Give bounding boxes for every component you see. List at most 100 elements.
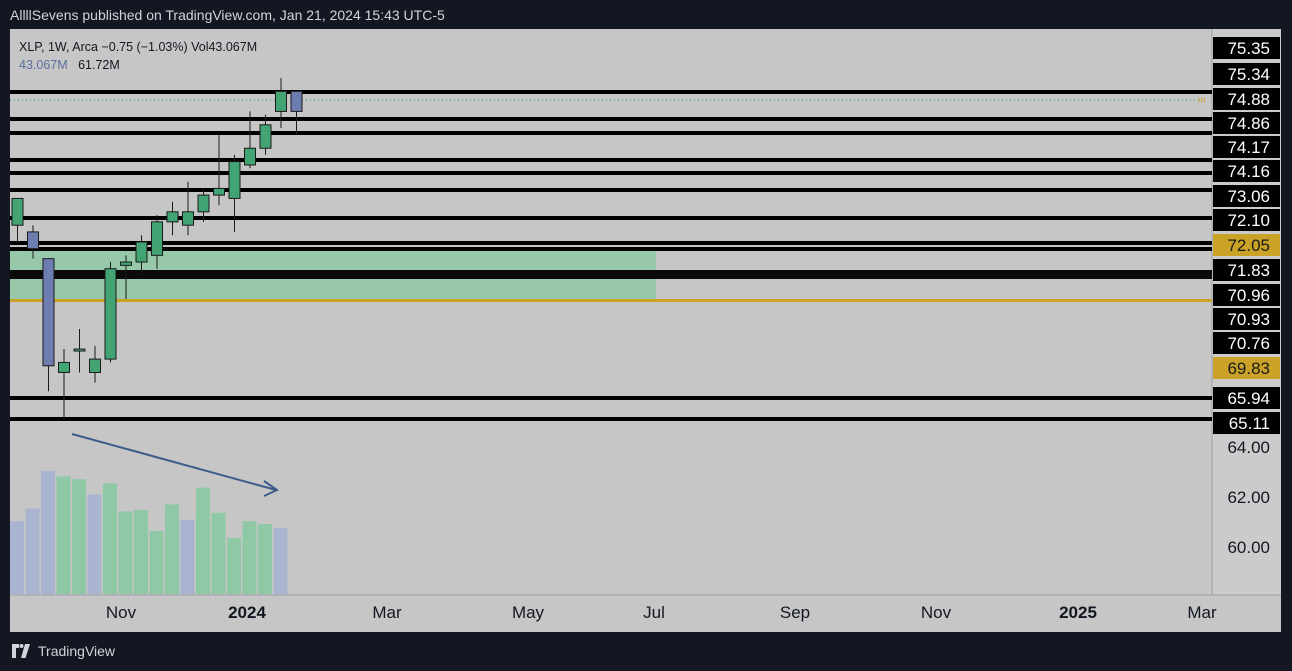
time-axis-label: Nov	[106, 603, 137, 622]
candle	[244, 111, 256, 169]
line-marker-m: m	[1198, 95, 1206, 105]
candle	[120, 255, 132, 299]
price-label-tag	[1213, 332, 1280, 354]
volume-bar	[87, 494, 102, 594]
volume-bar	[10, 521, 24, 594]
level-line	[10, 158, 1212, 162]
volume-scale-label: 64.00	[1227, 438, 1270, 457]
chart-legend: XLP, 1W, Arca −0.75 (−1.03%) Vol43.067M …	[19, 38, 257, 74]
volume-bar	[118, 511, 133, 594]
price-label: 72.05	[1227, 236, 1270, 255]
candle-body	[275, 90, 287, 112]
volume-bar	[196, 487, 210, 594]
legend-symbol-line: XLP, 1W, Arca −0.75 (−1.03%) Vol43.067M	[19, 40, 258, 54]
candle-body	[290, 90, 303, 112]
candle	[166, 201, 179, 236]
time-axis-label: 2025	[1059, 603, 1097, 622]
price-label: 72.10	[1227, 211, 1270, 230]
footer-branding: TradingView	[10, 643, 115, 659]
volume-bar	[242, 521, 257, 594]
price-label: 70.76	[1227, 334, 1270, 353]
candle	[275, 77, 287, 129]
price-label: 75.35	[1227, 39, 1270, 58]
trend-arrow-head	[263, 480, 280, 497]
legend-volume-line: 43.067M 61.72M	[19, 56, 257, 74]
volume-bar	[165, 504, 179, 594]
candle	[89, 345, 101, 383]
volume-bar	[41, 470, 55, 594]
level-line	[10, 396, 1212, 400]
chart-pane[interactable]: m 75.35 75.34 74.88 74.86 74.17 74.16 73.06 72.1…	[10, 29, 1281, 632]
price-label-tag	[1213, 357, 1280, 379]
legend-volume-average: 61.72M	[78, 58, 120, 72]
gold-level-line	[10, 299, 1212, 302]
price-label-tag	[1213, 412, 1280, 434]
candle	[58, 349, 70, 419]
level-line	[10, 131, 1212, 135]
candle	[73, 328, 86, 373]
volume-scale-label: 62.00	[1227, 488, 1270, 507]
candle-body	[213, 187, 225, 196]
price-label-tag	[1213, 112, 1280, 134]
volume-scale-label: 60.00	[1227, 538, 1270, 557]
price-label: 74.17	[1227, 138, 1270, 157]
volume-bar	[180, 519, 195, 594]
price-label: 74.16	[1227, 162, 1270, 181]
thick-level-band	[10, 270, 1212, 279]
volume-bar	[258, 524, 272, 594]
price-label-tag	[1213, 185, 1280, 207]
candle	[213, 134, 225, 206]
level-line	[10, 216, 1212, 220]
price-label-tag	[1213, 37, 1280, 59]
time-axis-label: 2024	[228, 603, 266, 622]
candle-body	[182, 211, 194, 226]
candle	[182, 181, 194, 236]
candle-body	[197, 194, 210, 213]
price-label: 65.94	[1227, 389, 1270, 408]
legend-volume-current: 43.067M	[19, 58, 68, 72]
volume-bar	[211, 512, 226, 594]
candle-body	[151, 221, 163, 256]
volume-bar	[25, 508, 40, 594]
level-line	[10, 90, 1212, 94]
candle	[197, 188, 210, 222]
publish-header: AllllSevens published on TradingView.com…	[10, 7, 445, 23]
candle-body	[244, 147, 256, 166]
candle-body	[42, 258, 55, 367]
time-axis-label: Sep	[780, 603, 810, 622]
volume-bar	[149, 531, 164, 594]
level-line	[10, 171, 1212, 175]
candle	[104, 262, 117, 363]
candle	[42, 258, 55, 392]
price-label-tag	[1213, 284, 1280, 306]
level-line	[10, 117, 1212, 121]
price-label: 74.88	[1227, 90, 1270, 109]
price-label: 71.83	[1227, 261, 1270, 280]
publish-line: AllllSevens published on TradingView.com…	[10, 7, 445, 23]
footer-brand-text: TradingView	[38, 643, 116, 659]
volume-bar	[103, 483, 117, 594]
price-label: 70.96	[1227, 286, 1270, 305]
time-axis-label: May	[512, 603, 545, 622]
time-axis-label: Nov	[921, 603, 952, 622]
candle-body	[104, 268, 117, 360]
chart-canvas[interactable]: m 75.35 75.34 74.88 74.86 74.17 74.16 73.06 72.1…	[10, 29, 1281, 632]
candle-body	[11, 197, 24, 226]
price-label-tag	[1213, 259, 1280, 281]
candle	[135, 235, 148, 276]
tradingview-logo-icon	[12, 644, 30, 658]
level-line	[10, 241, 1212, 245]
price-label: 73.06	[1227, 187, 1270, 206]
level-line	[10, 247, 1212, 251]
price-label-tag	[1213, 160, 1280, 182]
price-label-tag	[1213, 209, 1280, 231]
time-axis-label: Mar	[1187, 603, 1217, 622]
price-label: 69.83	[1227, 359, 1270, 378]
volume-bar	[227, 538, 241, 594]
price-label-tag	[1213, 136, 1280, 158]
price-label-tag	[1213, 308, 1280, 330]
candle-body	[135, 241, 148, 263]
candle-body	[89, 358, 101, 373]
price-label: 75.34	[1227, 65, 1270, 84]
candle-body	[73, 348, 86, 352]
